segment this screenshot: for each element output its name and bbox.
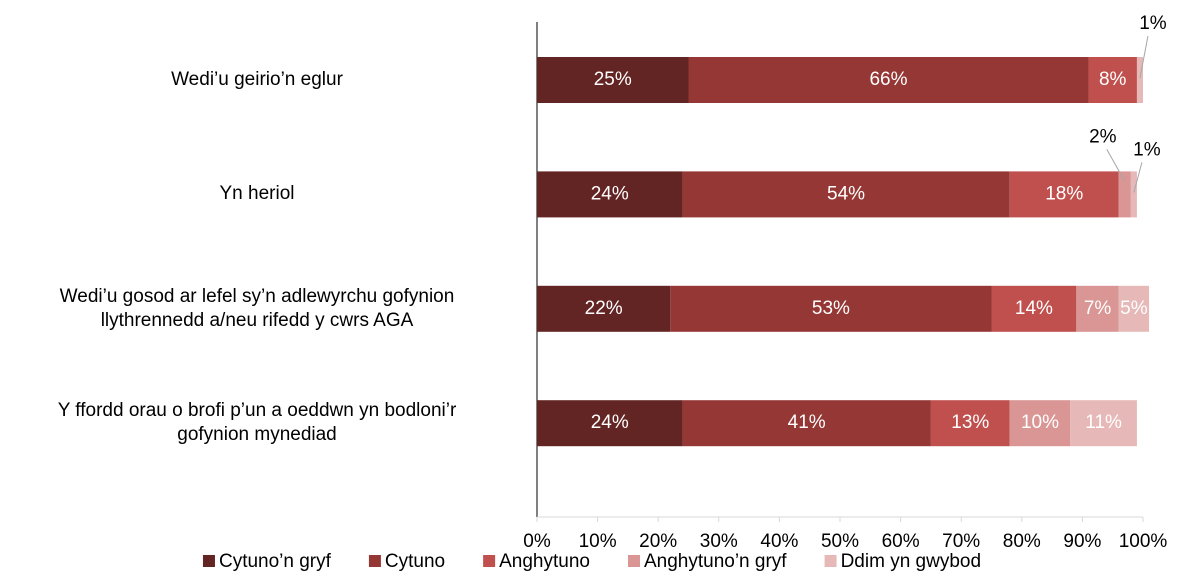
data-label: 24% bbox=[591, 183, 629, 204]
bar-segment bbox=[1118, 171, 1131, 218]
leader-line bbox=[1133, 162, 1143, 193]
data-label: 66% bbox=[869, 69, 907, 90]
bar-segment bbox=[1009, 400, 1071, 447]
bar-segment bbox=[1088, 57, 1137, 103]
bar-segment bbox=[682, 171, 1010, 218]
bar-segment bbox=[991, 285, 1077, 332]
data-label: 1% bbox=[1133, 139, 1161, 160]
legend-swatch bbox=[824, 555, 837, 567]
x-tick-label: 70% bbox=[942, 531, 980, 552]
category-label: Wedi’u gosod ar lefel sy’n adlewyrchu go… bbox=[59, 285, 455, 331]
bar-segment bbox=[688, 57, 1089, 103]
legend-label: Anghytuno bbox=[499, 551, 590, 572]
bar-segment bbox=[682, 400, 931, 447]
category-label: Wedi’u geirio’n eglur bbox=[171, 69, 343, 90]
bar-segment bbox=[1076, 285, 1119, 332]
data-label: 14% bbox=[1015, 298, 1053, 319]
data-label: 18% bbox=[1045, 183, 1083, 204]
legend-label: Cytuno bbox=[385, 551, 445, 572]
x-tick-label: 40% bbox=[760, 531, 798, 552]
bar-segment bbox=[1009, 171, 1119, 218]
bar-segment bbox=[537, 171, 683, 218]
x-tick-label: 60% bbox=[882, 531, 920, 552]
x-tick-label: 50% bbox=[821, 531, 859, 552]
legend-swatch bbox=[627, 555, 640, 567]
x-tick-label: 0% bbox=[523, 531, 551, 552]
data-label: 8% bbox=[1099, 69, 1127, 90]
data-label: 1% bbox=[1139, 13, 1167, 34]
bar-segment bbox=[537, 285, 671, 332]
data-label: 22% bbox=[585, 298, 623, 319]
data-label: 5% bbox=[1120, 298, 1148, 319]
x-tick-label: 10% bbox=[579, 531, 617, 552]
legend-label: Anghytuno’n gryf bbox=[644, 551, 787, 572]
data-label: 13% bbox=[951, 412, 989, 433]
category-label: Y ffordd orau o brofi p’un a oeddwn yn b… bbox=[57, 400, 457, 446]
data-label: 41% bbox=[788, 412, 826, 433]
x-tick-label: 30% bbox=[700, 531, 738, 552]
data-label: 54% bbox=[827, 183, 865, 204]
legend-swatch bbox=[368, 555, 381, 567]
bar-segment bbox=[537, 57, 689, 103]
data-label: 24% bbox=[591, 412, 629, 433]
data-label: 53% bbox=[812, 298, 850, 319]
bar-segment bbox=[670, 285, 992, 332]
data-label: 2% bbox=[1089, 126, 1117, 147]
data-label: 7% bbox=[1084, 298, 1112, 319]
bar-segment bbox=[1118, 285, 1150, 332]
bar-segment bbox=[1130, 171, 1137, 218]
bar-segment bbox=[1070, 400, 1137, 447]
data-label: 10% bbox=[1021, 412, 1059, 433]
data-label: 25% bbox=[594, 69, 632, 90]
leader-line bbox=[1106, 149, 1126, 182]
x-tick-label: 80% bbox=[1003, 531, 1041, 552]
legend-label: Cytuno’n gryf bbox=[219, 551, 332, 572]
data-label: 11% bbox=[1085, 412, 1122, 433]
legend-label: Ddim yn gwybod bbox=[841, 551, 981, 572]
category-label: Yn heriol bbox=[219, 183, 295, 205]
legend-swatch bbox=[483, 555, 496, 567]
x-tick-label: 90% bbox=[1063, 531, 1101, 552]
leader-line bbox=[1139, 35, 1149, 79]
x-tick-label: 100% bbox=[1119, 531, 1168, 552]
x-tick-label: 20% bbox=[639, 531, 677, 552]
bar-segment bbox=[1136, 57, 1143, 103]
legend-swatch bbox=[202, 555, 215, 567]
bar-segment bbox=[930, 400, 1010, 447]
bar-segment bbox=[537, 400, 683, 447]
